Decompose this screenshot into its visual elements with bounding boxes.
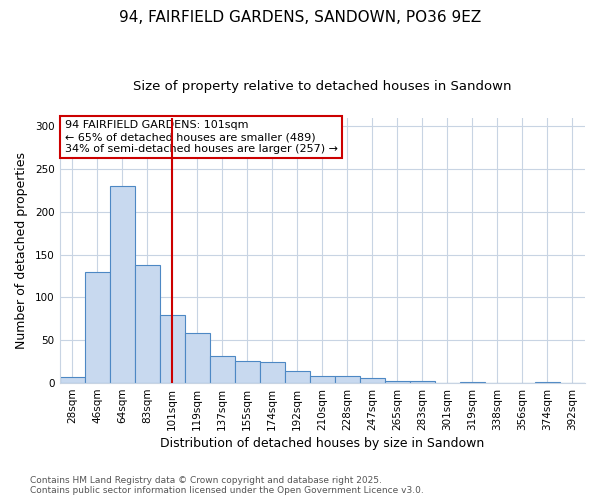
Bar xyxy=(85,272,110,383)
Bar xyxy=(260,362,285,383)
Bar xyxy=(110,186,134,383)
Bar xyxy=(235,361,260,383)
Bar xyxy=(310,376,335,383)
Text: 94, FAIRFIELD GARDENS, SANDOWN, PO36 9EZ: 94, FAIRFIELD GARDENS, SANDOWN, PO36 9EZ xyxy=(119,10,481,25)
Bar xyxy=(134,265,160,383)
Y-axis label: Number of detached properties: Number of detached properties xyxy=(15,152,28,349)
Bar xyxy=(59,377,85,383)
X-axis label: Distribution of detached houses by size in Sandown: Distribution of detached houses by size … xyxy=(160,437,484,450)
Bar xyxy=(410,382,435,383)
Bar xyxy=(285,371,310,383)
Bar xyxy=(209,356,235,383)
Bar xyxy=(185,334,209,383)
Bar xyxy=(385,380,410,383)
Title: Size of property relative to detached houses in Sandown: Size of property relative to detached ho… xyxy=(133,80,512,93)
Bar xyxy=(160,314,185,383)
Bar xyxy=(460,382,485,383)
Bar xyxy=(535,382,560,383)
Bar xyxy=(335,376,360,383)
Text: Contains HM Land Registry data © Crown copyright and database right 2025.
Contai: Contains HM Land Registry data © Crown c… xyxy=(30,476,424,495)
Text: 94 FAIRFIELD GARDENS: 101sqm
← 65% of detached houses are smaller (489)
34% of s: 94 FAIRFIELD GARDENS: 101sqm ← 65% of de… xyxy=(65,120,338,154)
Bar xyxy=(360,378,385,383)
